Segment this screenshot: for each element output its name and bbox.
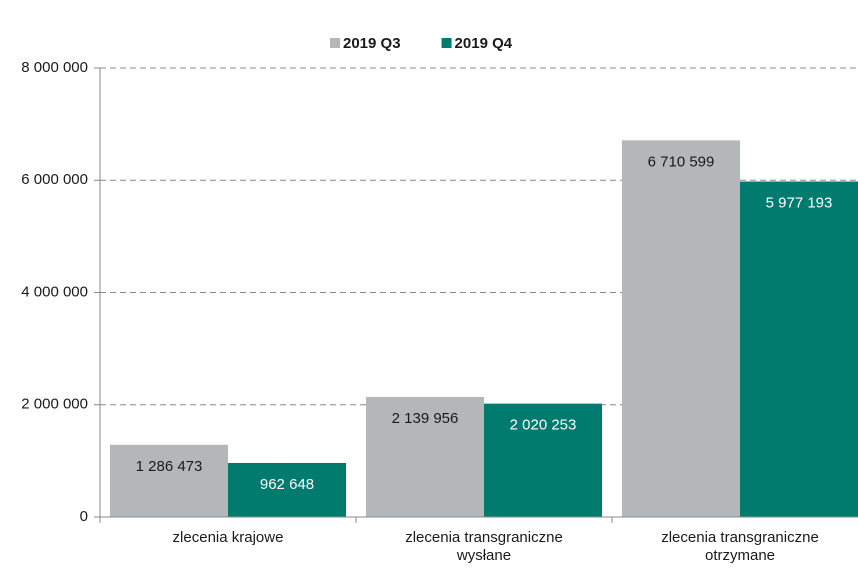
y-tick-label: 4 000 000 <box>21 283 88 300</box>
y-tick-label: 0 <box>80 508 88 525</box>
bar <box>484 403 602 517</box>
y-tick-label: 8 000 000 <box>21 59 88 76</box>
x-tick-label: zlecenia transgraniczne wysłane <box>405 529 563 564</box>
legend-label: 2019 Q4 <box>455 35 513 52</box>
legend-label: 2019 Q3 <box>343 35 401 52</box>
bar <box>740 181 858 518</box>
x-tick-label: zlecenia transgraniczne otrzymane <box>661 529 819 564</box>
bar <box>622 140 740 518</box>
value-label: 2 020 253 <box>510 417 577 434</box>
y-tick-label: 2 000 000 <box>21 396 88 413</box>
value-label: 6 710 599 <box>648 153 715 170</box>
value-label: 2 139 956 <box>392 410 459 427</box>
legend-swatch <box>330 38 340 48</box>
legend-swatch <box>441 38 452 48</box>
bar <box>228 462 346 517</box>
value-label: 962 648 <box>260 476 314 493</box>
x-tick-label: zlecenia krajowe <box>172 529 284 546</box>
bar <box>366 396 484 517</box>
bar <box>110 444 228 517</box>
y-tick-label: 6 000 000 <box>21 171 88 188</box>
value-label: 5 977 193 <box>766 194 833 211</box>
value-label: 1 286 473 <box>136 458 203 475</box>
